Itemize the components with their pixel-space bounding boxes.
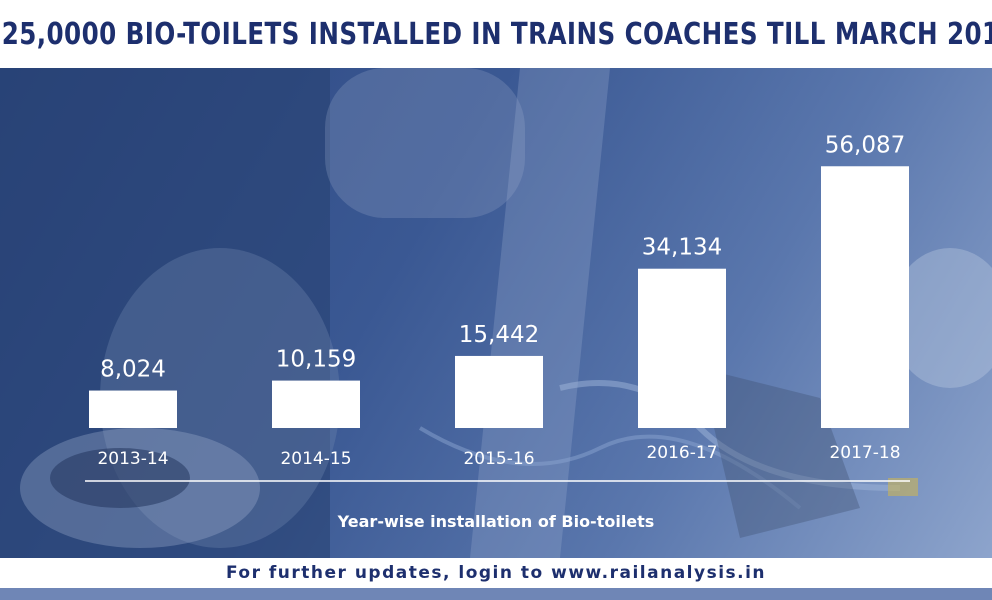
category-label: 2014-15 — [280, 449, 351, 469]
x-axis-label: Year-wise installation of Bio-toilets — [337, 512, 655, 531]
value-label: 8,024 — [100, 357, 166, 383]
value-label: 15,442 — [459, 322, 539, 348]
category-label: 2016-17 — [646, 443, 717, 463]
chart-title: 1,25,0000 BIO-TOILETS INSTALLED IN TRAIN… — [0, 16, 992, 52]
value-label: 10,159 — [276, 347, 356, 373]
bar-2016-17 — [638, 268, 726, 428]
bottom-strip — [0, 588, 992, 600]
bar-2013-14 — [89, 390, 177, 428]
value-label: 34,134 — [642, 235, 722, 261]
bar-2015-16 — [455, 355, 543, 428]
background-photo — [0, 68, 992, 558]
category-label: 2015-16 — [463, 449, 534, 469]
bar-chart: 8,024 2013-14 10,159 2014-15 15,442 2015-16 34… — [85, 132, 910, 482]
value-label: 56,087 — [825, 132, 905, 158]
footer-bar: For further updates, login to www.railan… — [0, 558, 992, 588]
bar-2014-15 — [272, 380, 360, 428]
category-label: 2013-14 — [97, 449, 168, 469]
title-bar: 1,25,0000 BIO-TOILETS INSTALLED IN TRAIN… — [0, 0, 992, 68]
category-label: 2017-18 — [829, 443, 900, 463]
chart-area: 8,024 2013-14 10,159 2014-15 15,442 2015-16 34… — [0, 68, 992, 558]
footer-text: For further updates, login to www.railan… — [225, 563, 767, 583]
bar-2017-18 — [821, 166, 909, 428]
